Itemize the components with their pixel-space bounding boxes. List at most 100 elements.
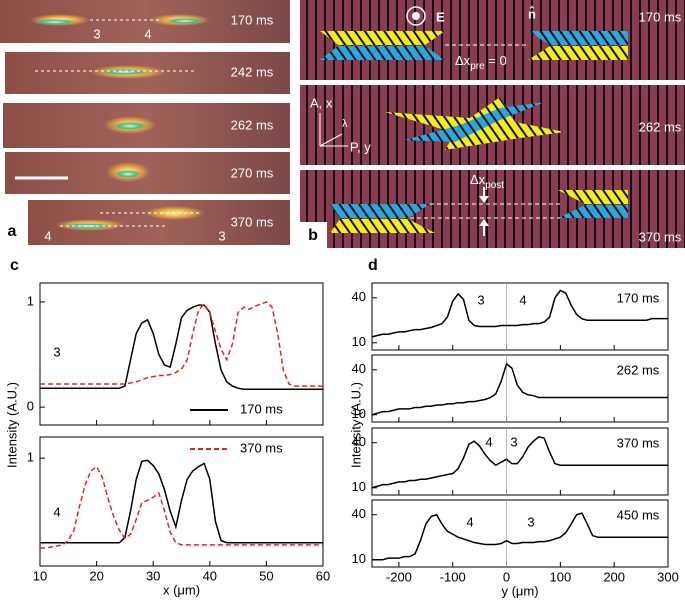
y-tick-label: 40 bbox=[352, 506, 366, 521]
x-tick-label: 30 bbox=[146, 568, 160, 583]
time-label: 170 ms bbox=[231, 12, 274, 27]
panel-label: b bbox=[308, 227, 318, 244]
axis-arrow bbox=[319, 133, 343, 147]
hatch bbox=[558, 190, 628, 204]
x-tick-label: 50 bbox=[259, 568, 273, 583]
time-label: 450 ms bbox=[617, 507, 660, 522]
legend-label: 170 ms bbox=[240, 401, 283, 416]
arrow bbox=[479, 196, 489, 203]
field-icon bbox=[406, 6, 426, 26]
x-tick-label: 100 bbox=[550, 569, 572, 584]
x-tick-label: 0 bbox=[503, 569, 510, 584]
hatch bbox=[320, 46, 445, 60]
panel-a: 170 ms 3 4 242 ms 262 ms 270 ms 370 ms 4… bbox=[0, 0, 290, 245]
axis-label: P, y bbox=[350, 139, 371, 154]
marker: 4 bbox=[144, 26, 151, 41]
marker: 4 bbox=[44, 228, 51, 243]
time-label: 370 ms bbox=[617, 435, 660, 450]
x-tick-label: 10 bbox=[33, 568, 47, 583]
annotation: 3 bbox=[53, 344, 60, 359]
x-axis-label: y (μm) bbox=[501, 583, 538, 598]
hatch bbox=[558, 205, 628, 218]
series-line bbox=[40, 301, 323, 387]
hatch bbox=[330, 204, 430, 218]
y-tick-label: 40 bbox=[352, 434, 366, 449]
time-label: 170 ms bbox=[639, 9, 682, 24]
axes-frame bbox=[371, 427, 669, 496]
x-tick-label: 200 bbox=[603, 569, 625, 584]
delta-pre: Δxpre = 0 bbox=[455, 53, 507, 71]
axes-frame bbox=[39, 282, 324, 426]
axes-frame bbox=[371, 282, 669, 351]
panel-label: a bbox=[8, 223, 17, 240]
series-line bbox=[372, 512, 668, 561]
annotation: 3 bbox=[510, 434, 517, 449]
y-tick-label: 40 bbox=[352, 361, 366, 376]
hatch bbox=[528, 46, 628, 60]
y-axis-label: Intensity (A.U.) bbox=[348, 382, 363, 468]
y-tick-label: 10 bbox=[352, 479, 366, 494]
x-tick-label: 60 bbox=[316, 568, 330, 583]
y-tick-label: 40 bbox=[352, 289, 366, 304]
x-tick-label: -100 bbox=[440, 569, 466, 584]
annotation: 3 bbox=[477, 292, 484, 307]
y-tick-label: 10 bbox=[352, 406, 366, 421]
y-tick-label: 1 bbox=[27, 293, 34, 308]
axes-frame bbox=[39, 436, 324, 567]
panel-label: c bbox=[10, 257, 19, 274]
spot bbox=[114, 170, 142, 178]
field-label: E bbox=[436, 9, 445, 24]
hatch bbox=[330, 219, 435, 233]
time-label: 262 ms bbox=[617, 362, 660, 377]
y-tick-label: 1 bbox=[27, 450, 34, 465]
spot bbox=[99, 69, 151, 75]
x-tick-label: 40 bbox=[203, 568, 217, 583]
x-axis-label: x (μm) bbox=[163, 582, 200, 597]
axis-label: λ bbox=[342, 118, 348, 130]
hatch bbox=[528, 31, 628, 45]
series-line bbox=[40, 465, 323, 549]
annotation: 4 bbox=[485, 434, 492, 449]
series-line bbox=[371, 289, 668, 338]
series-line bbox=[371, 436, 668, 489]
label-box bbox=[300, 222, 327, 248]
spot bbox=[112, 122, 148, 130]
y-axis-label: Intensity (A.U.) bbox=[4, 382, 19, 468]
panel-b: E n̂ 170 ms Δxpre = 0 A, x λ P, y 262 ms… bbox=[300, 0, 685, 248]
time-label: 370 ms bbox=[231, 214, 274, 229]
series-line bbox=[371, 362, 668, 416]
marker: 3 bbox=[218, 228, 225, 243]
annotation: 3 bbox=[527, 514, 534, 529]
time-label: 170 ms bbox=[617, 290, 660, 305]
time-label: 270 ms bbox=[231, 165, 274, 180]
spot bbox=[33, 19, 77, 25]
annotation: 4 bbox=[519, 292, 526, 307]
time-label: 370 ms bbox=[639, 229, 682, 244]
time-label: 262 ms bbox=[639, 119, 682, 134]
axes-frame bbox=[371, 354, 669, 423]
x-tick-label: 300 bbox=[657, 569, 679, 584]
spot bbox=[62, 223, 114, 229]
arrow bbox=[479, 219, 489, 226]
delta-post: Δxpost bbox=[470, 172, 504, 190]
label-box bbox=[0, 218, 25, 245]
annotation: 4 bbox=[53, 504, 60, 519]
legend-label: 370 ms bbox=[240, 440, 283, 455]
axes-frame bbox=[371, 499, 669, 568]
series-line bbox=[40, 304, 323, 390]
x-tick-label: 20 bbox=[89, 568, 103, 583]
y-tick-label: 0 bbox=[27, 399, 34, 414]
normal-label: n̂ bbox=[528, 6, 536, 21]
marker: 3 bbox=[93, 26, 100, 41]
hatch bbox=[320, 31, 445, 45]
time-label: 262 ms bbox=[231, 117, 274, 132]
y-tick-label: 10 bbox=[352, 551, 366, 566]
x-tick-label: -200 bbox=[386, 569, 412, 584]
annotation: 4 bbox=[466, 514, 473, 529]
hatch bbox=[405, 102, 545, 142]
axis-label: A, x bbox=[310, 95, 333, 110]
y-tick-label: 10 bbox=[352, 334, 366, 349]
series-line bbox=[40, 459, 323, 544]
spot bbox=[165, 18, 205, 24]
